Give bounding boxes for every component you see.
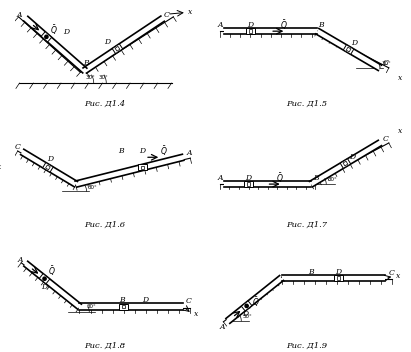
- Text: x: x: [398, 74, 403, 82]
- Polygon shape: [21, 149, 77, 187]
- Text: Рис. Д1.6: Рис. Д1.6: [84, 221, 125, 229]
- Polygon shape: [122, 305, 125, 308]
- Polygon shape: [346, 47, 351, 52]
- Polygon shape: [79, 303, 183, 310]
- Text: Рис. Д1.5: Рис. Д1.5: [286, 100, 327, 108]
- Polygon shape: [309, 140, 381, 187]
- Text: B: B: [313, 174, 318, 182]
- Text: C: C: [15, 143, 21, 151]
- Text: D: D: [351, 39, 357, 47]
- Text: D: D: [139, 147, 145, 155]
- Text: 30°: 30°: [98, 75, 108, 81]
- Text: $\bar{Q}$: $\bar{Q}$: [50, 23, 58, 37]
- Text: Рис. Д1.8: Рис. Д1.8: [84, 341, 125, 350]
- Polygon shape: [244, 181, 253, 187]
- Text: Рис. Д1.4: Рис. Д1.4: [84, 100, 125, 108]
- Text: C: C: [164, 11, 170, 19]
- Text: A: A: [218, 21, 224, 29]
- Polygon shape: [247, 182, 250, 186]
- Text: B: B: [83, 59, 88, 67]
- Text: $\bar{Q}$: $\bar{Q}$: [252, 295, 259, 309]
- Polygon shape: [343, 45, 354, 54]
- Polygon shape: [24, 261, 81, 309]
- Polygon shape: [138, 164, 147, 170]
- Text: 30°: 30°: [87, 304, 96, 309]
- Text: C: C: [186, 297, 192, 305]
- Text: x: x: [0, 163, 1, 171]
- Circle shape: [245, 304, 248, 308]
- Text: x: x: [398, 127, 403, 135]
- Polygon shape: [24, 16, 87, 73]
- Polygon shape: [246, 28, 254, 34]
- Text: x: x: [194, 310, 198, 318]
- Text: x: x: [396, 272, 400, 280]
- Text: $\bar{Q}$: $\bar{Q}$: [280, 18, 287, 32]
- Text: C: C: [383, 136, 389, 143]
- Polygon shape: [224, 28, 317, 34]
- Text: D: D: [242, 310, 248, 318]
- Text: D: D: [42, 283, 48, 291]
- Polygon shape: [226, 276, 284, 323]
- Polygon shape: [337, 276, 340, 280]
- Polygon shape: [224, 181, 311, 187]
- Text: B: B: [308, 268, 313, 276]
- Polygon shape: [112, 44, 123, 54]
- Text: $\bar{Q}$: $\bar{Q}$: [48, 265, 55, 278]
- Polygon shape: [119, 304, 127, 310]
- Text: B: B: [120, 296, 125, 304]
- Text: Рис. Д1.9: Рис. Д1.9: [286, 341, 327, 350]
- Polygon shape: [75, 154, 184, 187]
- Text: D: D: [104, 38, 110, 46]
- Text: A: A: [17, 11, 22, 19]
- Polygon shape: [340, 159, 351, 168]
- Text: A: A: [220, 323, 225, 331]
- Text: Рис. Д1.7: Рис. Д1.7: [286, 221, 327, 229]
- Text: B: B: [118, 147, 124, 155]
- Text: D: D: [349, 153, 355, 161]
- Text: $\bar{Q}$: $\bar{Q}$: [160, 144, 168, 158]
- Polygon shape: [43, 163, 53, 172]
- Polygon shape: [249, 30, 252, 33]
- Polygon shape: [282, 275, 385, 281]
- Text: D: D: [47, 155, 53, 163]
- Text: 30°: 30°: [88, 184, 97, 190]
- Text: 30°: 30°: [382, 61, 391, 66]
- Text: A: A: [18, 256, 23, 264]
- Polygon shape: [83, 16, 164, 73]
- Text: $\bar{Q}$: $\bar{Q}$: [276, 171, 284, 185]
- Polygon shape: [334, 275, 343, 281]
- Circle shape: [45, 35, 48, 38]
- Text: A: A: [218, 174, 224, 182]
- Polygon shape: [316, 29, 381, 70]
- Polygon shape: [241, 301, 252, 311]
- Text: D: D: [335, 268, 342, 276]
- Polygon shape: [141, 166, 144, 169]
- Polygon shape: [343, 161, 348, 166]
- Text: C: C: [388, 269, 395, 277]
- Text: A: A: [187, 149, 192, 157]
- Text: C: C: [383, 59, 389, 67]
- Polygon shape: [41, 32, 52, 42]
- Text: 30°: 30°: [85, 75, 95, 81]
- Text: x: x: [188, 8, 192, 17]
- Text: 30°: 30°: [242, 314, 252, 319]
- Polygon shape: [39, 274, 50, 284]
- Text: D: D: [247, 21, 253, 29]
- Polygon shape: [46, 165, 50, 170]
- Text: B: B: [318, 21, 324, 29]
- Text: D: D: [245, 174, 252, 182]
- Circle shape: [43, 277, 46, 280]
- Text: D: D: [142, 296, 148, 304]
- Text: 30°: 30°: [327, 177, 337, 182]
- Text: D: D: [63, 29, 69, 36]
- Polygon shape: [115, 46, 120, 51]
